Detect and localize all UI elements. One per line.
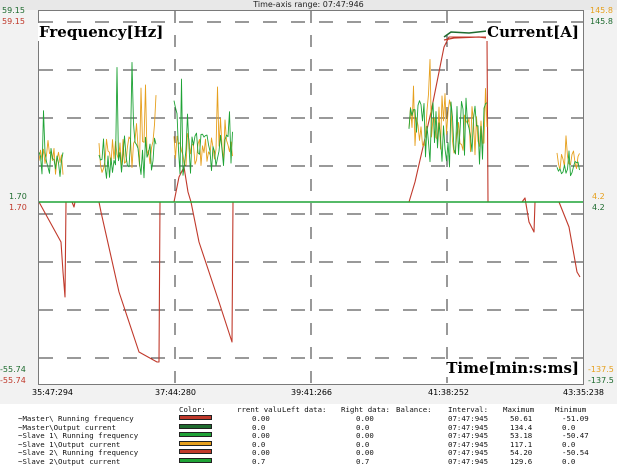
master-frequency-trace: [39, 36, 581, 363]
legend-row-current: 0.00: [252, 448, 270, 458]
time-tick-0: 35:47:294: [32, 388, 74, 397]
legend-row-interval: 07:47:945: [448, 457, 489, 466]
legend-row-swatch: [179, 458, 212, 463]
legend-row-interval: 07:47:945: [448, 448, 489, 458]
legend-row-max: 134.4: [510, 422, 533, 432]
freq-axis-max-red: 59.15: [2, 17, 25, 26]
freq-axis-mid-red: 1.70: [9, 203, 27, 212]
legend-row-interval: 07:47:945: [448, 422, 489, 432]
plot-traces: [39, 30, 583, 363]
legend-row-right: 0.00: [356, 431, 374, 441]
current-axis-min-green: -137.5: [588, 376, 614, 385]
legend-row-right: 0.00: [356, 414, 374, 423]
trend-plot-area[interactable]: Frequency[Hz] Current[A] Time[min:s:ms]: [38, 10, 584, 385]
frequency-axis-title: Frequency[Hz]: [38, 23, 165, 41]
current-burst: [173, 78, 233, 176]
legend-header-maximum: Maximum: [503, 405, 535, 414]
legend-row-current: 0.0: [252, 422, 266, 432]
legend-row-right: 0.7: [356, 457, 370, 466]
legend-row-min: 0.0: [562, 439, 576, 449]
current-axis-max-green: 145.8: [590, 17, 613, 26]
legend-row-swatch: [179, 423, 212, 429]
legend-row-name: ~Master\Output current: [18, 422, 116, 432]
legend-row-min: 0.0: [562, 422, 576, 432]
legend-row-interval: 07:47:945: [448, 414, 489, 423]
legend-header-color: Color:: [179, 405, 206, 414]
legend-row-max: 117.1: [510, 439, 533, 449]
legend-row-min: -51.09: [562, 414, 589, 423]
legend-row-interval: 07:47:945: [448, 439, 489, 449]
time-tick-3: 41:38:252: [428, 388, 470, 397]
legend-row-interval: 07:47:945: [448, 431, 489, 441]
legend-row-max: 53.18: [510, 431, 533, 441]
legend-row-swatch: [179, 432, 212, 438]
current-burst: [98, 61, 157, 179]
slave1-current-burst: [98, 84, 157, 173]
master-current-plateau: [443, 30, 489, 38]
legend-row-name: ~Slave 1\Output current: [18, 439, 121, 449]
legend-row-swatch: [179, 440, 212, 446]
legend-row-name: ~Slave 1\ Running frequency: [18, 431, 139, 441]
legend-row-right: 0.0: [356, 439, 370, 449]
legend-row-min: 0.0: [562, 457, 576, 466]
legend-row-name: ~Slave 2\Output current: [18, 457, 121, 466]
legend-row-name: ~Slave 2\ Running frequency: [18, 448, 139, 458]
time-tick-1: 37:44:280: [155, 388, 197, 397]
legend-row-swatch: [179, 449, 212, 455]
legend-row-max: 54.20: [510, 448, 533, 458]
slave-frequency-plateau: [443, 36, 488, 41]
freq-axis-max-green: 59.15: [2, 6, 25, 15]
legend-row-current: 0.00: [252, 431, 270, 441]
legend-header-current-value: rrent valu: [237, 405, 282, 414]
current-axis-mid-orange: 4.2: [592, 192, 605, 201]
legend-row-swatch: [179, 415, 212, 420]
freq-axis-mid-green: 1.70: [9, 192, 27, 201]
legend-row-right: 0.00: [356, 448, 374, 458]
legend-header-balance: Balance:: [396, 405, 432, 414]
legend-table: Color: rrent valu Left data: Right data:…: [0, 404, 617, 466]
time-tick-4: 43:35:238: [563, 388, 605, 397]
legend-header-left-data: Left data:: [282, 405, 327, 414]
legend-row-current: 0.0: [252, 439, 266, 449]
legend-row-current: 0.00: [252, 414, 270, 423]
time-range-label: Time-axis range: 07:47:946: [253, 0, 364, 9]
legend-header-interval: Interval:: [448, 405, 489, 414]
current-axis-mid-green: 4.2: [592, 203, 605, 212]
legend-row-right: 0.0: [356, 422, 370, 432]
legend-row-min: -50.47: [562, 431, 589, 441]
current-burst: [408, 97, 488, 168]
current-axis-max-orange: 145.8: [590, 6, 613, 15]
slave1-current-burst: [408, 59, 488, 156]
plot-grid: [39, 11, 583, 384]
time-range-header: Time-axis range: 07:47:946: [0, 0, 617, 10]
current-axis-title: Current[A]: [486, 23, 580, 41]
legend-row-max: 129.6: [510, 457, 533, 466]
legend-header-minimum: Minimum: [555, 405, 587, 414]
legend-row-name: ~Master\ Running frequency: [18, 414, 134, 423]
freq-axis-min-red: -55.74: [0, 376, 26, 385]
trend-plot-canvas[interactable]: [39, 11, 583, 384]
current-axis-min-orange: -137.5: [588, 365, 614, 374]
legend-row-max: 50.61: [510, 414, 533, 423]
time-tick-2: 39:41:266: [291, 388, 333, 397]
legend-header-right-data: Right data:: [341, 405, 390, 414]
legend-row-current: 0.7: [252, 457, 266, 466]
time-axis-title: Time[min:s:ms]: [445, 359, 580, 377]
legend-row-min: -50.54: [562, 448, 589, 458]
freq-axis-min-green: -55.74: [0, 365, 26, 374]
current-burst: [556, 150, 580, 177]
current-burst: [39, 110, 64, 177]
